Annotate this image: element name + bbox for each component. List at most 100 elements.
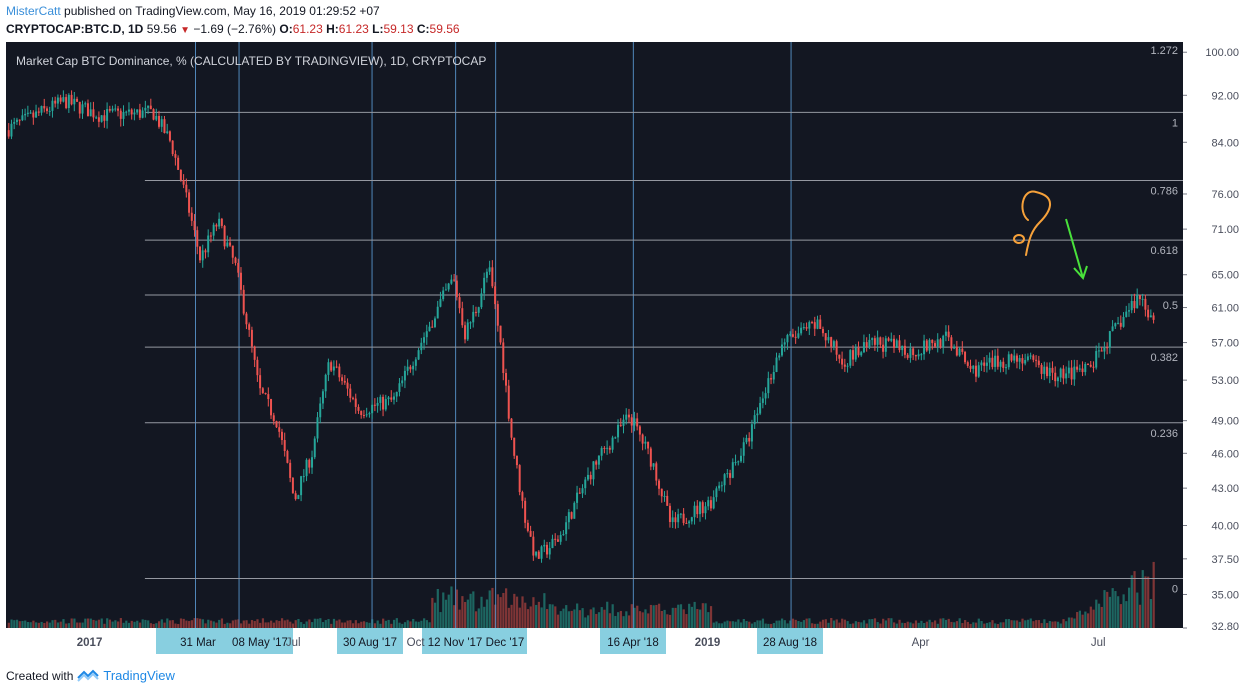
- candle-body: [477, 307, 480, 313]
- symbol[interactable]: CRYPTOCAP:BTC.D, 1D: [6, 22, 144, 36]
- candle-body: [573, 502, 576, 519]
- candle-body: [1037, 360, 1040, 365]
- volume-bar: [745, 621, 748, 628]
- candle-body: [518, 465, 521, 493]
- volume-bar: [660, 611, 663, 628]
- volume-bar: [974, 622, 978, 628]
- candle-body: [237, 262, 240, 273]
- volume-bar: [431, 597, 434, 628]
- candle-body: [658, 480, 661, 489]
- volume-bar: [220, 618, 224, 628]
- volume-bar: [256, 619, 259, 628]
- volume-bar: [947, 618, 950, 628]
- volume-bar: [163, 622, 166, 628]
- volume-bar: [901, 622, 904, 628]
- candle-body: [294, 493, 297, 500]
- price-tick-label: 92.00: [1211, 90, 1239, 102]
- volume-bar: [193, 618, 196, 628]
- candle-body: [1078, 368, 1081, 370]
- volume-bar: [720, 623, 724, 628]
- price-axis[interactable]: [1183, 42, 1243, 628]
- candle-body: [994, 355, 997, 367]
- candle-body: [352, 397, 355, 399]
- fib-level-label: 0.236: [1150, 428, 1178, 440]
- volume-bar: [791, 618, 795, 628]
- volume-bar: [464, 602, 467, 628]
- volume-bar: [513, 593, 516, 628]
- volume-bar: [556, 614, 560, 628]
- volume-bar: [223, 623, 226, 628]
- candle-body: [936, 339, 939, 347]
- price-chart[interactable]: 1.272 1 0.786 0.618 0.5 0.382 0.236 0 100.00 92.…: [0, 42, 1243, 660]
- volume-bar: [349, 620, 352, 628]
- candle-body: [543, 544, 546, 547]
- candle-body: [43, 106, 46, 109]
- candle-body: [576, 492, 579, 503]
- candle-body: [726, 473, 729, 475]
- candle-body: [679, 513, 682, 515]
- question-mark-annotation[interactable]: [1013, 190, 1051, 256]
- volume-bar: [797, 621, 800, 628]
- candle-body: [1005, 367, 1008, 369]
- volume-bar: [595, 613, 598, 628]
- volume-bar: [633, 607, 636, 628]
- volume-bar: [1127, 587, 1131, 628]
- volume-bar: [685, 614, 688, 628]
- candle-body: [179, 169, 182, 181]
- volume-bar: [1125, 601, 1128, 628]
- candle-body: [245, 313, 248, 325]
- volume-bar: [707, 612, 710, 628]
- volume-bar: [780, 618, 784, 628]
- candle-body: [1122, 316, 1125, 327]
- price-tick-label: 40.00: [1211, 520, 1239, 532]
- volume-bar: [1010, 620, 1013, 628]
- down-triangle-icon: ▼: [180, 25, 190, 36]
- volume-bar: [119, 618, 122, 628]
- date-marker-label: 31 Mar: [180, 637, 216, 649]
- volume-bar: [43, 623, 46, 628]
- date-marker-callout: [227, 628, 293, 654]
- volume-bar: [390, 623, 393, 628]
- candle-body: [780, 344, 783, 356]
- candle-body: [223, 225, 226, 247]
- volume-bar: [693, 601, 696, 628]
- time-tick-label: Oct: [407, 637, 426, 649]
- candle-body: [690, 517, 693, 522]
- price-tick-label: 65.00: [1211, 270, 1239, 282]
- candle-body: [1114, 323, 1117, 327]
- volume-bar: [477, 608, 480, 628]
- tradingview-brand[interactable]: TradingView: [103, 668, 175, 683]
- candle-body: [81, 104, 84, 114]
- volume-bar: [854, 621, 857, 628]
- volume-bar: [510, 604, 513, 628]
- candle-body: [308, 459, 311, 468]
- volume-bar: [961, 623, 964, 628]
- price-tick-label: 37.50: [1211, 554, 1239, 566]
- candle-body: [947, 331, 950, 338]
- volume-bar: [999, 622, 1002, 628]
- candle-body: [649, 448, 652, 467]
- candle-body: [291, 477, 294, 494]
- date-marker-label: 12 Nov '17: [428, 637, 483, 649]
- candle-body: [750, 424, 753, 442]
- author-link[interactable]: MisterCatt: [6, 4, 61, 18]
- volume-bar: [917, 622, 920, 628]
- volume-bar: [1007, 619, 1010, 628]
- volume-bar: [636, 605, 639, 628]
- volume-bar: [414, 621, 418, 628]
- plot-area[interactable]: [6, 42, 1183, 628]
- candle-body: [239, 272, 242, 290]
- volume-bar: [843, 619, 847, 628]
- volume-bar: [906, 621, 909, 628]
- candle-body: [537, 551, 540, 559]
- candle-body: [382, 396, 385, 410]
- date-marker-callout: [600, 628, 666, 654]
- candle-body: [103, 115, 106, 121]
- volume-bar: [1032, 621, 1035, 628]
- arrow-annotation[interactable]: [1065, 218, 1088, 280]
- candle-body: [171, 140, 174, 155]
- open-value: 61.23: [292, 22, 323, 36]
- candle-body: [450, 279, 453, 284]
- candle-body: [149, 105, 152, 110]
- candle-body: [764, 393, 767, 399]
